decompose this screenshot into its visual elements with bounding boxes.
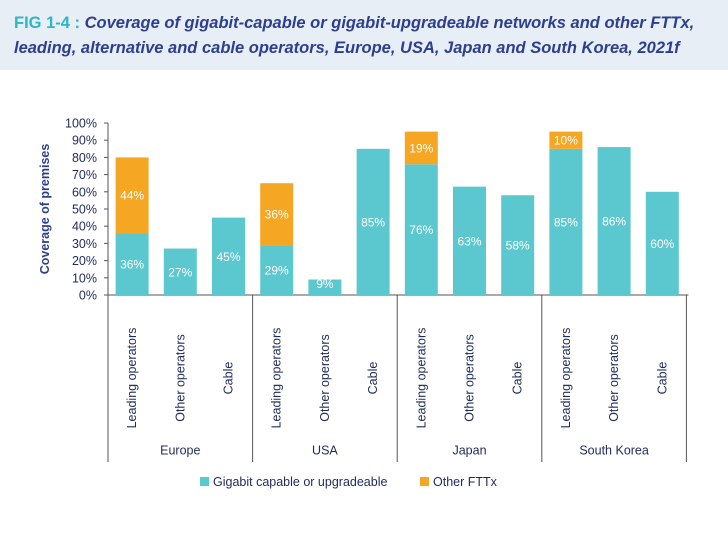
data-label-gigabit: 86% <box>602 215 626 229</box>
y-tick-label: 40% <box>72 220 97 234</box>
x-category-label: Other operators <box>463 334 477 422</box>
x-category-label: Cable <box>222 362 236 395</box>
figure-title: Coverage of gigabit-capable or gigabit-u… <box>14 14 695 57</box>
bar-gigabit <box>260 245 294 295</box>
data-label-gigabit: 9% <box>316 277 334 291</box>
bar-gigabit <box>453 186 486 295</box>
x-category-label: Other operators <box>607 334 621 422</box>
x-category-label: Cable <box>366 362 380 395</box>
bar-gigabit <box>308 279 342 295</box>
x-category-label: Leading operators <box>270 328 284 429</box>
y-tick-label: 30% <box>72 237 97 251</box>
y-tick-label: 70% <box>72 168 97 182</box>
data-label-other-fttx: 19% <box>409 141 433 155</box>
data-label-gigabit: 85% <box>361 215 385 229</box>
y-axis-title: Coverage of premises <box>38 144 52 275</box>
x-group-label: South Korea <box>579 444 649 458</box>
bar-other-fttx <box>115 157 149 234</box>
bar-gigabit <box>163 248 197 295</box>
data-label-gigabit: 58% <box>506 239 530 253</box>
y-tick-label: 100% <box>65 117 97 131</box>
legend-label: Other FTTx <box>433 475 498 489</box>
data-label-gigabit: 45% <box>216 250 240 264</box>
bar-other-fttx <box>404 131 438 165</box>
y-tick-label: 60% <box>72 185 97 199</box>
y-tick-label: 10% <box>72 271 97 285</box>
bar-gigabit <box>356 148 390 295</box>
y-tick-label: 20% <box>72 254 97 268</box>
x-category-label: Other operators <box>318 334 332 422</box>
data-label-gigabit: 63% <box>457 234 481 248</box>
bar-gigabit <box>501 195 535 295</box>
bar-gigabit <box>645 191 679 295</box>
x-category-label: Other operators <box>173 334 187 422</box>
data-label-gigabit: 36% <box>120 258 144 272</box>
legend-swatch <box>420 477 429 486</box>
legend-label: Gigabit capable or upgradeable <box>213 475 387 489</box>
data-label-gigabit: 76% <box>409 223 433 237</box>
y-tick-label: 90% <box>72 134 97 148</box>
data-label-other-fttx: 44% <box>120 189 144 203</box>
bar-gigabit <box>212 217 245 295</box>
title-banner: FIG 1-4 : Coverage of gigabit-capable or… <box>0 0 728 70</box>
bar-other-fttx <box>260 183 294 246</box>
bar-gigabit <box>404 164 438 295</box>
x-category-label: Leading operators <box>559 328 573 429</box>
x-group-label: USA <box>312 444 338 458</box>
chart-title: FIG 1-4 : Coverage of gigabit-capable or… <box>14 11 719 61</box>
bar-other-fttx <box>549 131 583 149</box>
data-label-gigabit: 29% <box>265 264 289 278</box>
x-category-label: Leading operators <box>125 328 139 429</box>
bar-gigabit <box>549 148 583 295</box>
data-label-gigabit: 85% <box>554 215 578 229</box>
data-label-other-fttx: 10% <box>554 134 578 148</box>
y-tick-label: 50% <box>72 203 97 217</box>
data-label-gigabit: 27% <box>168 265 192 279</box>
x-category-label: Cable <box>655 362 669 395</box>
x-category-label: Cable <box>511 362 525 395</box>
bar-gigabit <box>597 147 631 295</box>
figure-label: FIG 1-4 : <box>14 14 81 32</box>
x-group-label: Europe <box>160 444 200 458</box>
y-tick-label: 0% <box>79 289 97 303</box>
data-label-other-fttx: 36% <box>265 208 289 222</box>
legend-swatch <box>200 477 209 486</box>
bar-gigabit <box>115 233 149 295</box>
x-category-label: Leading operators <box>414 328 428 429</box>
data-label-gigabit: 60% <box>650 237 674 251</box>
y-tick-label: 80% <box>72 151 97 165</box>
x-group-label: Japan <box>452 444 486 458</box>
